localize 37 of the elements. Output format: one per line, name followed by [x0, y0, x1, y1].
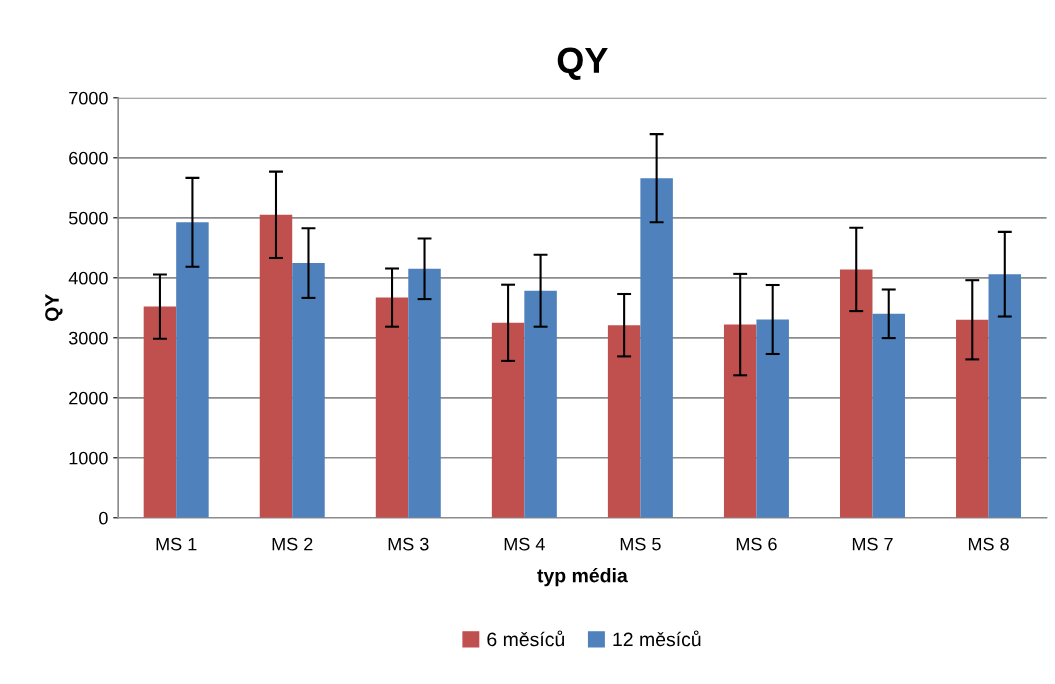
- y-tick-label: 7000: [69, 91, 108, 105]
- y-tick-label: 6000: [69, 151, 108, 165]
- y-tick-label: 5000: [69, 211, 108, 225]
- chart-title: QY: [557, 47, 608, 80]
- y-tick-label: 2000: [69, 391, 108, 405]
- x-tick-label: MS 7: [852, 537, 893, 551]
- x-tick-label: MS 2: [272, 537, 313, 551]
- x-tick-label: MS 5: [620, 537, 661, 551]
- x-tick-label: MS 3: [388, 537, 429, 551]
- bar: [872, 313, 905, 518]
- bar: [408, 268, 441, 518]
- bar: [640, 178, 673, 518]
- y-tick-label: 1000: [69, 451, 108, 465]
- x-tick-label: MS 8: [968, 537, 1009, 551]
- y-axis-title: QY: [45, 294, 63, 322]
- y-tick-label: 4000: [68, 271, 108, 285]
- bar: [375, 297, 409, 518]
- bar: [176, 222, 209, 518]
- bar: [988, 274, 1022, 518]
- x-tick-label: MS 1: [156, 537, 197, 551]
- bar: [956, 319, 989, 518]
- bar: [723, 324, 757, 518]
- x-axis-title: typ média: [537, 567, 628, 587]
- x-tick-label: MS 4: [504, 537, 545, 551]
- bar: [292, 263, 325, 518]
- bar: [524, 290, 557, 518]
- legend-label: 6 měsíců: [487, 630, 564, 647]
- x-tick-label: MS 6: [736, 537, 777, 551]
- bar: [491, 322, 525, 518]
- bar: [607, 325, 641, 518]
- bar: [756, 319, 789, 518]
- bar: [259, 214, 293, 518]
- y-tick-label: 0: [99, 511, 108, 525]
- bar: [143, 306, 177, 518]
- bar: [839, 269, 873, 518]
- legend-label: 12 měsíců: [613, 630, 701, 647]
- y-tick-label: 3000: [68, 331, 108, 345]
